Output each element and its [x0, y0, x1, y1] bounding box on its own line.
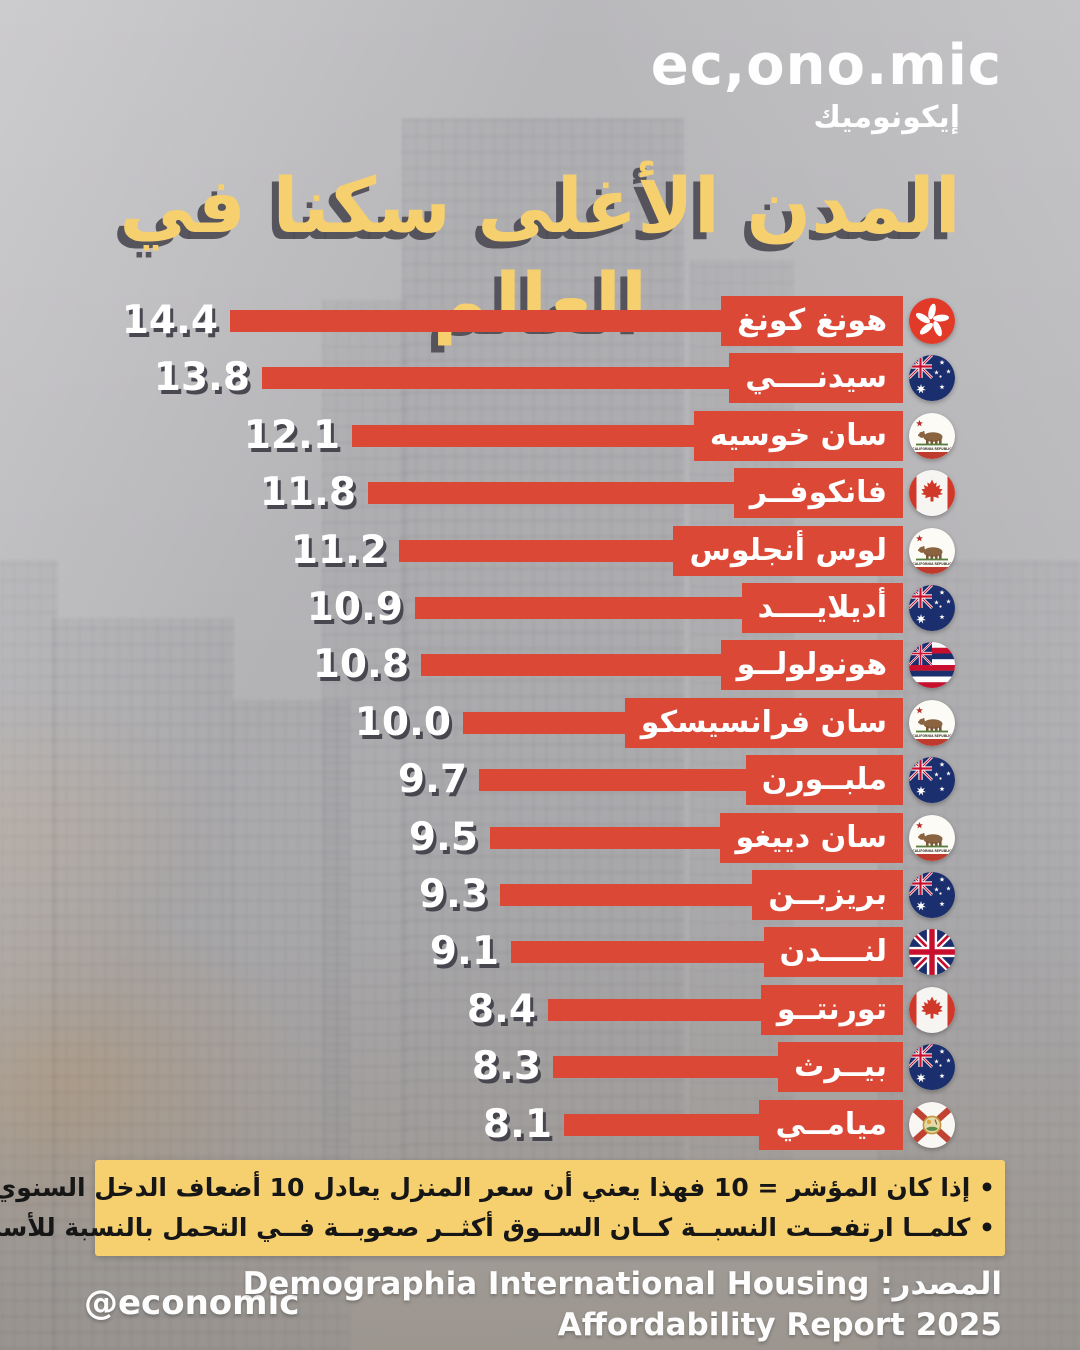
- flag-california-icon: CALIFORNIA REPUBLIC: [909, 700, 955, 746]
- city-label-box: سان خوسيه: [693, 411, 903, 461]
- brand-logo-subtitle: إيكونوميك: [813, 100, 960, 135]
- city-label-box: فانكوفــر: [733, 468, 903, 518]
- source-line-1: المصدر: Demographia International Housin…: [242, 1266, 1002, 1302]
- bar-value-label: 10.9: [306, 585, 403, 630]
- bar-value-label: 9.5: [408, 815, 478, 860]
- page-title: المدن الأغلى سكنا في العالم: [119, 161, 961, 345]
- svg-text:CALIFORNIA REPUBLIC: CALIFORNIA REPUBLIC: [912, 849, 952, 853]
- city-label-box: لنــــدن: [763, 927, 903, 977]
- bar-row: بيــرث 8.3: [0, 1042, 1080, 1092]
- bar-row: سيدنــــي 13.8: [0, 353, 1080, 403]
- city-label-box: ملبــورن: [745, 755, 903, 805]
- city-label: فانكوفــر: [749, 475, 887, 510]
- flag-hong-kong-icon: [909, 298, 955, 344]
- city-label-box: سيدنــــي: [729, 353, 903, 403]
- bar-row: ملبــورن 9.7: [0, 755, 1080, 805]
- bar-value-label: 11.2: [290, 528, 387, 573]
- bar-row: سان خوسيه 12.1 CALIFORNIA REPUBLIC: [0, 411, 1080, 461]
- city-label: سان فرانسيسكو: [640, 705, 887, 740]
- city-label: سان خوسيه: [709, 418, 887, 453]
- city-label: لنــــدن: [779, 934, 887, 969]
- source-attribution: المصدر: Demographia International Housin…: [243, 1264, 1002, 1346]
- background-building: [0, 560, 58, 1350]
- flag-california-icon: CALIFORNIA REPUBLIC: [909, 413, 955, 459]
- city-label-box: ميامــي: [759, 1100, 903, 1150]
- flag-australia-icon: [909, 872, 955, 918]
- flag-australia-icon: [909, 1044, 955, 1090]
- city-label-box: سان دييغو: [719, 813, 903, 863]
- bar-value-label: 9.1: [429, 929, 499, 974]
- flag-california-icon: CALIFORNIA REPUBLIC: [909, 528, 955, 574]
- bar-row: لنــــدن 9.1: [0, 927, 1080, 977]
- flag-canada-icon: [909, 470, 955, 516]
- bar-row: بريزبــن 9.3: [0, 870, 1080, 920]
- note-line-1: • إذا كان المؤشر = 10 فهذا يعني أن سعر ا…: [0, 1173, 995, 1202]
- bar-value-label: 9.7: [397, 757, 467, 802]
- flag-australia-icon: [909, 757, 955, 803]
- background-building: [402, 118, 684, 1178]
- bar-row: لوس أنجلوس 11.2 CALIFORNIA REPUBLIC: [0, 526, 1080, 576]
- bar-value-label: 14.4: [121, 298, 218, 343]
- city-label-box: هونغ كونغ: [721, 296, 903, 346]
- flag-australia-icon: [909, 585, 955, 631]
- city-label: هونغ كونغ: [737, 303, 887, 338]
- note-box: • إذا كان المؤشر = 10 فهذا يعني أن سعر ا…: [0, 1160, 1005, 1256]
- svg-text:CALIFORNIA REPUBLIC: CALIFORNIA REPUBLIC: [912, 562, 952, 566]
- bar-row: هونولولــو 10.8: [0, 640, 1080, 690]
- bar-row: ميامــي 8.1: [0, 1100, 1080, 1150]
- city-label-box: بيــرث: [778, 1042, 903, 1092]
- bar-value-label: 12.1: [243, 413, 340, 458]
- city-label: بيــرث: [794, 1049, 887, 1084]
- bar-value-label: 8.3: [471, 1044, 541, 1089]
- city-label-box: هونولولــو: [720, 640, 903, 690]
- bar-row: هونغ كونغ 14.4: [0, 296, 1080, 346]
- bar-value-label: 10.0: [354, 700, 451, 745]
- note-line-2: • كلمــا ارتفعــت النسبــة كــان الســوق…: [0, 1213, 995, 1242]
- city-label-box: بريزبــن: [752, 870, 903, 920]
- social-handle: @economic: [84, 1283, 300, 1323]
- flag-uk-icon: [909, 929, 955, 975]
- brand-logo: ec,ono.mic إيكونوميك: [650, 33, 1002, 136]
- flag-hawaii-icon: [909, 642, 955, 688]
- city-label: سيدنــــي: [745, 360, 887, 395]
- city-label-box: أديلايــــد: [741, 583, 903, 633]
- city-label: تورنتــو: [776, 992, 887, 1027]
- bar-value-label: 9.3: [418, 872, 488, 917]
- bar-row: أديلايــــد 10.9: [0, 583, 1080, 633]
- city-label: هونولولــو: [736, 647, 887, 682]
- city-label-box: سان فرانسيسكو: [624, 698, 903, 748]
- flag-florida-icon: [909, 1102, 955, 1148]
- city-label: أديلايــــد: [757, 590, 887, 625]
- bar-value-label: 8.4: [466, 987, 536, 1032]
- city-label: سان دييغو: [735, 820, 887, 855]
- svg-text:CALIFORNIA REPUBLIC: CALIFORNIA REPUBLIC: [912, 447, 952, 451]
- city-label-box: لوس أنجلوس: [673, 526, 903, 576]
- source-line-2: Affordability Report 2025: [557, 1307, 1002, 1343]
- bar-row: تورنتــو 8.4: [0, 985, 1080, 1035]
- bar-row: سان دييغو 9.5 CALIFORNIA REPUBLIC: [0, 813, 1080, 863]
- flag-california-icon: CALIFORNIA REPUBLIC: [909, 815, 955, 861]
- city-label: بريزبــن: [768, 877, 887, 912]
- bar-value-label: 8.1: [482, 1102, 552, 1147]
- flag-canada-icon: [909, 987, 955, 1033]
- bar-value-label: 10.8: [312, 642, 409, 687]
- svg-text:CALIFORNIA REPUBLIC: CALIFORNIA REPUBLIC: [912, 734, 952, 738]
- brand-logo-text: ec,ono.mic: [650, 33, 1002, 98]
- bar-row: فانكوفــر 11.8: [0, 468, 1080, 518]
- bar-row: سان فرانسيسكو 10.0 CALIFORNIA REPUBLIC: [0, 698, 1080, 748]
- bar-value-label: 13.8: [153, 355, 250, 400]
- city-label: لوس أنجلوس: [689, 533, 887, 568]
- bar-value-label: 11.8: [259, 470, 356, 515]
- city-label: ملبــورن: [761, 762, 887, 797]
- city-label: ميامــي: [775, 1107, 887, 1142]
- city-label-box: تورنتــو: [760, 985, 903, 1035]
- flag-australia-icon: [909, 355, 955, 401]
